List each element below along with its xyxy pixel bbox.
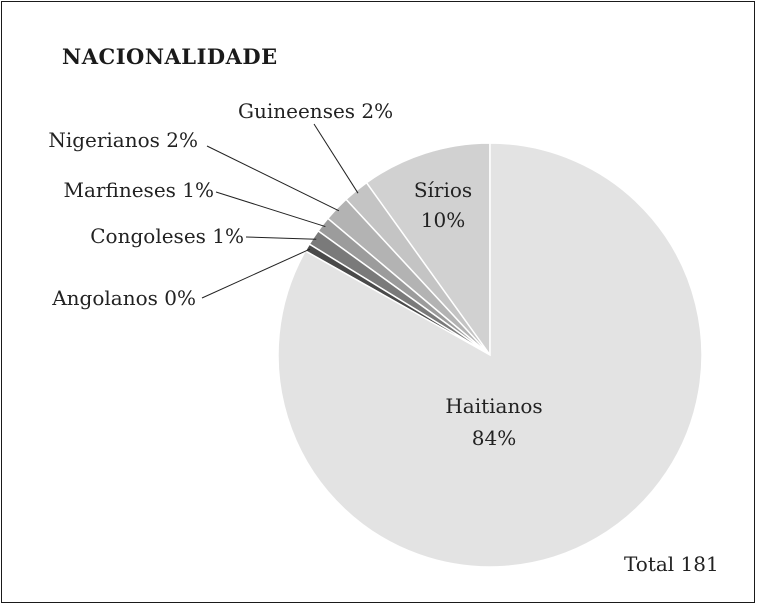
pie-slice-srios [365, 142, 491, 358]
leader-line-guineenses [313, 123, 359, 194]
slice-label-congoleses: Congoleses 1% [90, 224, 244, 248]
pie-slice-haitianos [277, 142, 703, 568]
leader-line-nigerianos [206, 145, 340, 212]
slice-label-haitianos-name: Haitianos [445, 394, 542, 418]
leader-line-angolanos [201, 248, 311, 299]
slice-label-angolanos: Angolanos 0% [51, 286, 196, 310]
total-label: Total 181 [624, 552, 719, 576]
leader-line-marfineses [215, 191, 326, 228]
slice-label-sirios-value: 10% [421, 208, 465, 232]
chart-title: NACIONALIDADE [62, 44, 278, 69]
slice-label-marfineses: Marfineses 1% [64, 178, 214, 202]
slice-label-sirios-name: Sírios [414, 178, 472, 202]
slice-label-nigerianos: Nigerianos 2% [48, 128, 198, 152]
pie-slices [277, 142, 703, 568]
slice-label-haitianos-value: 84% [472, 426, 516, 450]
leader-lines [201, 123, 359, 299]
slice-labels: Haitianos 84% Sírios 10% Guineenses 2% Nigeri… [48, 99, 542, 450]
slice-label-guineenses: Guineenses 2% [238, 99, 393, 123]
leader-line-congoleses [245, 236, 317, 240]
